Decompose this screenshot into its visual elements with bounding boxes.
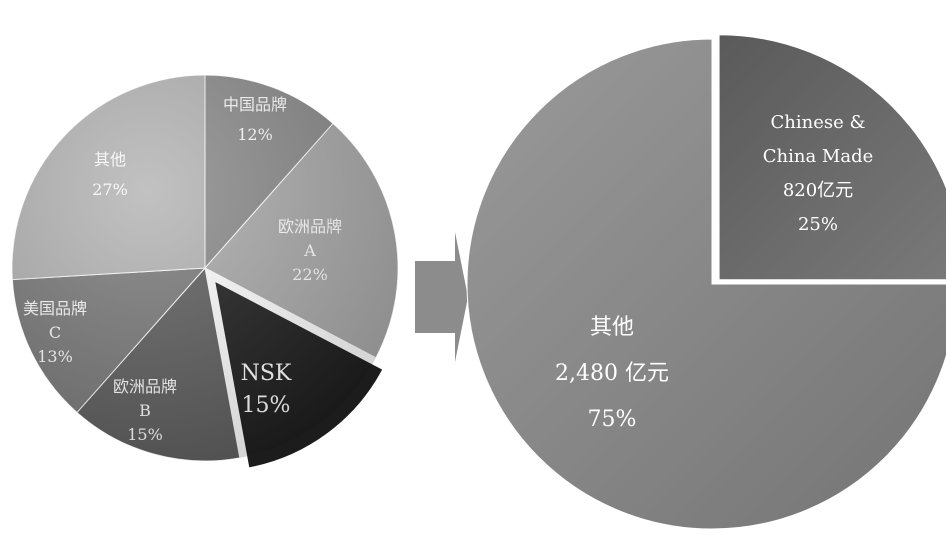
left-pie-chart: 中国品牌 12% 欧洲品牌 A 22% NSK 15% 欧洲品牌 B 15% 美国品牌 C 13% 其他 2… — [11, 74, 399, 471]
slice-label-right-0-line-2: 820亿元 — [783, 180, 853, 201]
slice-label-right-1-line-2: 75% — [588, 407, 637, 432]
slice-label-right-0-line-1: China Made — [763, 146, 874, 167]
pie-slice-right-0 — [718, 34, 946, 281]
slice-label-left-1-line-0: 欧洲品牌 — [278, 217, 342, 236]
slice-label-left-2-line-0: NSK — [241, 361, 292, 386]
slice-label-left-0-line-0: 中国品牌 — [223, 95, 287, 114]
slice-label-left-3-line-1: B — [139, 401, 151, 420]
pie-slice-left-5 — [11, 74, 206, 281]
slice-label-left-4-line-1: C — [49, 323, 61, 342]
slice-label-left-0-line-1: 12% — [237, 125, 273, 144]
slice-label-left-4-line-0: 美国品牌 — [23, 299, 87, 318]
slice-label-left-3-line-2: 15% — [127, 425, 163, 444]
right-arrow-icon — [415, 232, 468, 362]
slice-label-left-4-line-2: 13% — [37, 347, 73, 366]
slice-label-right-0-line-3: 25% — [798, 214, 838, 235]
slice-label-left-2-line-1: 15% — [242, 393, 291, 418]
slice-label-left-5-line-0: 其他 — [94, 150, 126, 169]
slice-label-left-1-line-1: A — [303, 241, 316, 260]
slice-label-left-1-line-2: 22% — [292, 265, 328, 284]
slice-label-right-1-line-0: 其他 — [590, 315, 634, 340]
slice-label-right-1-line-1: 2,480 亿元 — [555, 361, 669, 386]
slice-label-left-3-line-0: 欧洲品牌 — [113, 377, 177, 396]
slice-label-left-5-line-1: 27% — [92, 180, 128, 199]
right-pie-chart: Chinese & China Made 820亿元 25% 其他 2,480 亿元 75% — [466, 34, 946, 530]
pie-slice-right-1 — [466, 38, 946, 530]
slice-label-right-0-line-0: Chinese & — [770, 112, 865, 133]
transition-arrow — [415, 232, 468, 362]
